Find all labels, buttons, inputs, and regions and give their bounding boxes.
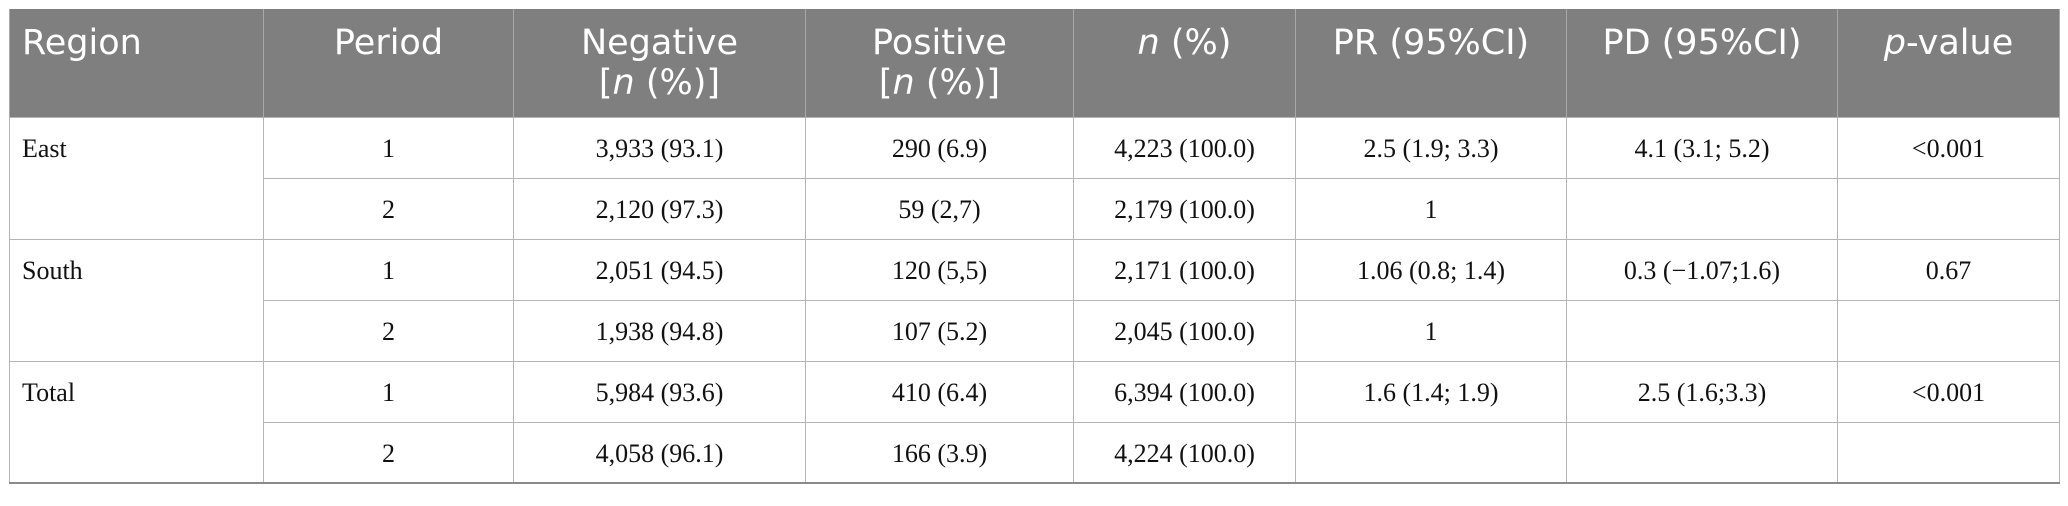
- header-positive-unit: (%)]: [914, 63, 1001, 103]
- results-table: Region Period Negative [n (%)] Positive …: [9, 9, 2060, 484]
- pr-cell: 1.6 (1.4; 1.9): [1295, 360, 1567, 423]
- positive-cell: 410 (6.4): [805, 360, 1074, 423]
- period-cell: 2: [263, 299, 514, 362]
- n-cell: 2,045 (100.0): [1073, 299, 1296, 362]
- table-row: 2 2,120 (97.3) 59 (2,7) 2,179 (100.0) 1: [10, 177, 2060, 240]
- negative-cell: 3,933 (93.1): [513, 116, 806, 179]
- positive-cell: 166 (3.9): [805, 421, 1074, 484]
- n-cell: 2,171 (100.0): [1073, 238, 1296, 301]
- header-n: n: [1137, 23, 1160, 63]
- pr-cell-empty: [1295, 421, 1567, 484]
- pd-cell-empty: [1566, 177, 1838, 240]
- header-pd: PD (95%CI): [1566, 9, 1838, 117]
- p-value-cell-empty: [1837, 421, 2060, 484]
- table-row: Total 1 5,984 (93.6) 410 (6.4) 6,394 (10…: [9, 360, 2060, 484]
- header-p: p: [1883, 23, 1906, 63]
- region-cell: Total: [9, 360, 264, 484]
- table-header: Region Period Negative [n (%)] Positive …: [9, 9, 2060, 117]
- period-cell: 2: [263, 421, 514, 484]
- region-cell: South: [9, 238, 264, 362]
- pr-cell: 2.5 (1.9; 3.3): [1295, 116, 1567, 179]
- header-period: Period: [263, 9, 514, 117]
- positive-cell: 107 (5.2): [805, 299, 1074, 362]
- n-cell: 2,179 (100.0): [1073, 177, 1296, 240]
- n-cell: 4,224 (100.0): [1073, 421, 1296, 484]
- period-cell: 1: [263, 238, 514, 301]
- negative-cell: 2,120 (97.3): [513, 177, 806, 240]
- table-row: East 1 3,933 (93.1) 290 (6.9) 4,223 (100…: [9, 116, 2060, 240]
- p-value-cell: 0.67: [1837, 238, 2060, 301]
- header-n-unit: (%): [1159, 23, 1232, 63]
- region-cell: East: [9, 116, 264, 240]
- pr-cell: 1.06 (0.8; 1.4): [1295, 238, 1567, 301]
- header-negative-bracket-open: [: [598, 63, 613, 103]
- pd-cell: 0.3 (−1.07;1.6): [1566, 238, 1838, 301]
- header-positive-bracket-open: [: [878, 63, 893, 103]
- negative-cell: 2,051 (94.5): [513, 238, 806, 301]
- p-value-cell: <0.001: [1837, 360, 2060, 423]
- header-n-percent: n (%): [1073, 9, 1296, 117]
- table-row: South 1 2,051 (94.5) 120 (5,5) 2,171 (10…: [9, 238, 2060, 362]
- header-negative: Negative [n (%)]: [513, 9, 806, 117]
- header-negative-unit: (%)]: [634, 63, 721, 103]
- n-cell: 6,394 (100.0): [1073, 360, 1296, 423]
- pd-cell: 4.1 (3.1; 5.2): [1566, 116, 1838, 179]
- pr-cell: 1: [1295, 299, 1567, 362]
- positive-cell: 59 (2,7): [805, 177, 1074, 240]
- positive-cell: 120 (5,5): [805, 238, 1074, 301]
- period-cell: 2: [263, 177, 514, 240]
- n-cell: 4,223 (100.0): [1073, 116, 1296, 179]
- pd-cell-empty: [1566, 299, 1838, 362]
- period-cell: 1: [263, 360, 514, 423]
- header-negative-n: n: [612, 63, 635, 103]
- header-region: Region: [9, 9, 264, 117]
- pr-cell: 1: [1295, 177, 1567, 240]
- header-positive-n: n: [892, 63, 915, 103]
- table-row: 2 1,938 (94.8) 107 (5.2) 2,045 (100.0) 1: [10, 299, 2060, 362]
- negative-cell: 5,984 (93.6): [513, 360, 806, 423]
- header-negative-label: Negative: [580, 23, 739, 63]
- table-body: East 1 3,933 (93.1) 290 (6.9) 4,223 (100…: [9, 116, 2060, 484]
- negative-cell: 4,058 (96.1): [513, 421, 806, 484]
- table-container: Region Period Negative [n (%)] Positive …: [9, 9, 2060, 484]
- header-pr: PR (95%CI): [1295, 9, 1567, 117]
- header-p-suffix: -value: [1905, 23, 2014, 63]
- p-value-cell: <0.001: [1837, 116, 2060, 179]
- header-positive-label: Positive: [872, 23, 1007, 63]
- negative-cell: 1,938 (94.8): [513, 299, 806, 362]
- p-value-cell-empty: [1837, 299, 2060, 362]
- header-positive: Positive [n (%)]: [805, 9, 1074, 117]
- positive-cell: 290 (6.9): [805, 116, 1074, 179]
- header-p-value: p-value: [1837, 9, 2060, 117]
- p-value-cell-empty: [1837, 177, 2060, 240]
- pd-cell-empty: [1566, 421, 1838, 484]
- header-row: Region Period Negative [n (%)] Positive …: [9, 9, 2060, 117]
- period-cell: 1: [263, 116, 514, 179]
- pd-cell: 2.5 (1.6;3.3): [1566, 360, 1838, 423]
- table-row: 2 4,058 (96.1) 166 (3.9) 4,224 (100.0): [10, 421, 2060, 484]
